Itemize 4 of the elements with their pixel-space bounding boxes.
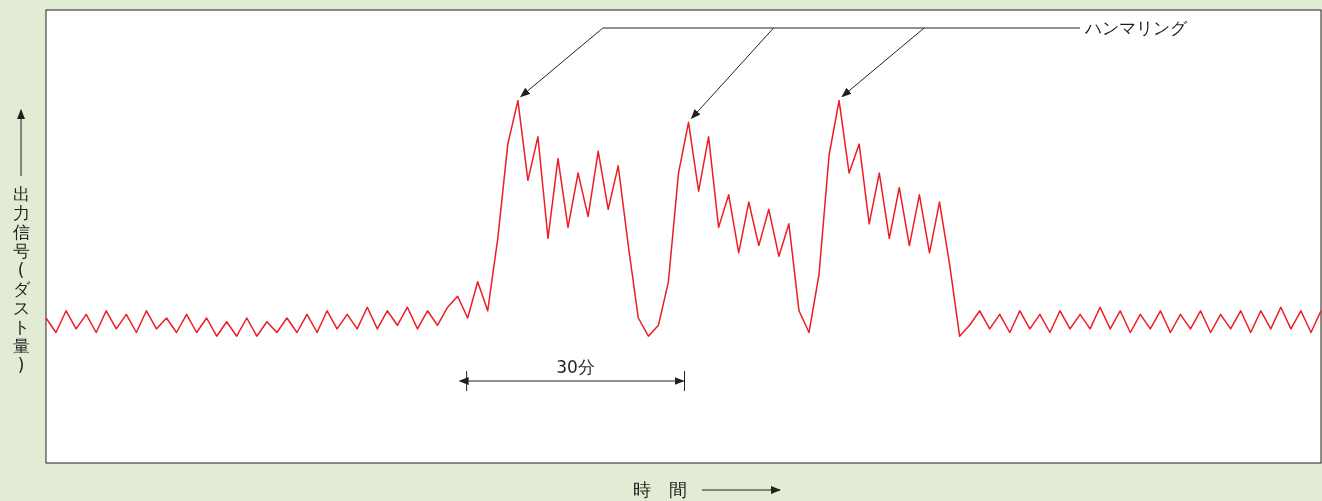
text: ハンマリング — [1084, 18, 1188, 38]
text: 出力信号(ダスト量) — [12, 184, 30, 375]
annotation: 30分 — [556, 357, 595, 377]
x-axis-title: 時 間 — [633, 479, 687, 500]
